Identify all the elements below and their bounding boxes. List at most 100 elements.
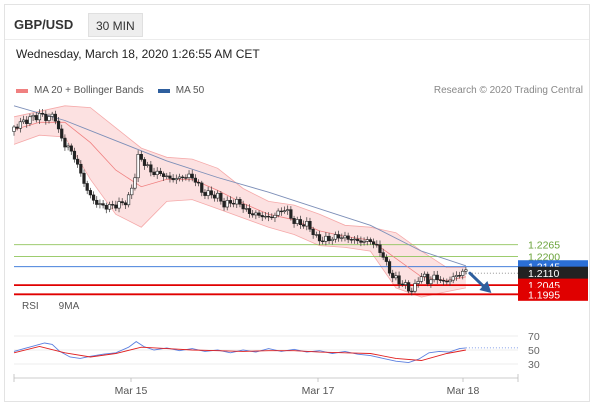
candle-body: [337, 234, 341, 239]
candle-body: [432, 274, 436, 281]
candle-body: [457, 275, 462, 277]
candle-body: [289, 209, 293, 219]
candle-body: [407, 282, 411, 292]
candle-body: [454, 275, 458, 278]
candle-body: [209, 190, 213, 196]
candle-body: [181, 176, 185, 179]
candle-body: [171, 178, 175, 181]
candle-body: [200, 182, 204, 193]
credit-text: Research © 2020 Trading Central: [433, 85, 583, 96]
x-tick-label: Mar 18: [447, 385, 480, 397]
rsi-ma9-line: [13, 346, 466, 361]
ma50-legend-label: MA 50: [175, 85, 205, 96]
candle-body: [356, 238, 360, 242]
candle-body: [384, 257, 388, 262]
candle-body: [260, 215, 264, 218]
candle-body: [235, 199, 239, 205]
candle-body: [359, 240, 363, 243]
candle-body: [394, 275, 398, 279]
candle-body: [31, 115, 35, 118]
x-tick-label: Mar 15: [115, 385, 148, 397]
candle-body: [76, 158, 80, 165]
rsi-legend: RSI 9MA: [16, 301, 79, 312]
candle-body: [212, 194, 217, 199]
candle-body: [174, 178, 178, 181]
candle-body: [28, 116, 32, 124]
candle-body: [158, 170, 162, 175]
candle-body: [282, 210, 287, 212]
candle-body: [47, 116, 51, 121]
candle-body: [12, 126, 16, 132]
forecast-arrow-head: [479, 281, 492, 294]
candle-body: [317, 234, 322, 242]
candle-body: [435, 274, 439, 281]
forecast-arrow-shaft: [468, 271, 487, 290]
candle-body: [324, 235, 328, 242]
candle-body: [346, 235, 350, 240]
candle-body: [142, 159, 147, 166]
candle-body: [362, 241, 366, 243]
candle-body: [365, 239, 369, 242]
candle-body: [228, 200, 233, 204]
candle-body: [381, 252, 385, 258]
candle-body: [231, 202, 236, 205]
timeframe-button[interactable]: 30 MIN: [88, 13, 143, 37]
candle-body: [168, 175, 172, 179]
candle-body: [117, 201, 121, 209]
level-label-support-2: 1.1995: [528, 289, 560, 301]
candle-body: [155, 170, 159, 176]
candle-body: [95, 199, 99, 205]
candle-body: [286, 209, 290, 211]
level-badge-last-price: [518, 266, 588, 280]
candle-body: [161, 173, 166, 177]
candle-body: [149, 164, 153, 173]
candle-body: [66, 145, 70, 148]
candle-body: [448, 279, 452, 283]
candle-body: [327, 235, 331, 242]
candle-body: [206, 190, 210, 196]
candle-body: [133, 177, 137, 189]
candle-body: [85, 183, 89, 191]
candle-body: [464, 269, 468, 272]
candle-body: [426, 273, 430, 285]
candle-body: [305, 221, 309, 227]
candle-body: [295, 219, 299, 224]
candle-body: [50, 113, 54, 117]
candle-body: [203, 192, 207, 196]
candle-body: [146, 164, 150, 166]
candle-body: [187, 173, 191, 178]
candle-body: [196, 181, 201, 184]
rsi-line: [13, 341, 466, 364]
candle-body: [308, 221, 312, 230]
level-badge-support-2: [518, 287, 588, 301]
candle-body: [391, 272, 395, 279]
candle-body: [184, 177, 188, 179]
candle-body: [276, 210, 280, 216]
x-tick-label: Mar 17: [302, 385, 335, 397]
candle-body: [378, 244, 382, 253]
candle-body: [60, 128, 64, 139]
candle-body: [190, 173, 194, 179]
ma50-swatch: [157, 88, 170, 93]
candle-body: [419, 276, 423, 282]
candle-body: [79, 163, 83, 174]
instrument-title: GBP/USD: [14, 17, 74, 32]
candle-body: [270, 216, 274, 219]
candle-body: [247, 208, 252, 214]
candle-body: [69, 145, 73, 152]
candle-body: [244, 208, 248, 210]
candle-body: [56, 120, 61, 130]
candle-body: [126, 194, 131, 206]
candle-body: [343, 235, 347, 239]
ma20-swatch: [16, 88, 28, 93]
candle-body: [372, 241, 376, 245]
candle-body: [101, 203, 105, 206]
rsi-tick-label: 50: [528, 345, 540, 357]
candle-body: [193, 177, 198, 183]
candle-body: [177, 176, 182, 179]
candle-body: [349, 239, 353, 241]
candle-body: [21, 119, 26, 123]
ma9-legend-label: 9MA: [58, 301, 80, 312]
candle-body: [63, 137, 67, 148]
